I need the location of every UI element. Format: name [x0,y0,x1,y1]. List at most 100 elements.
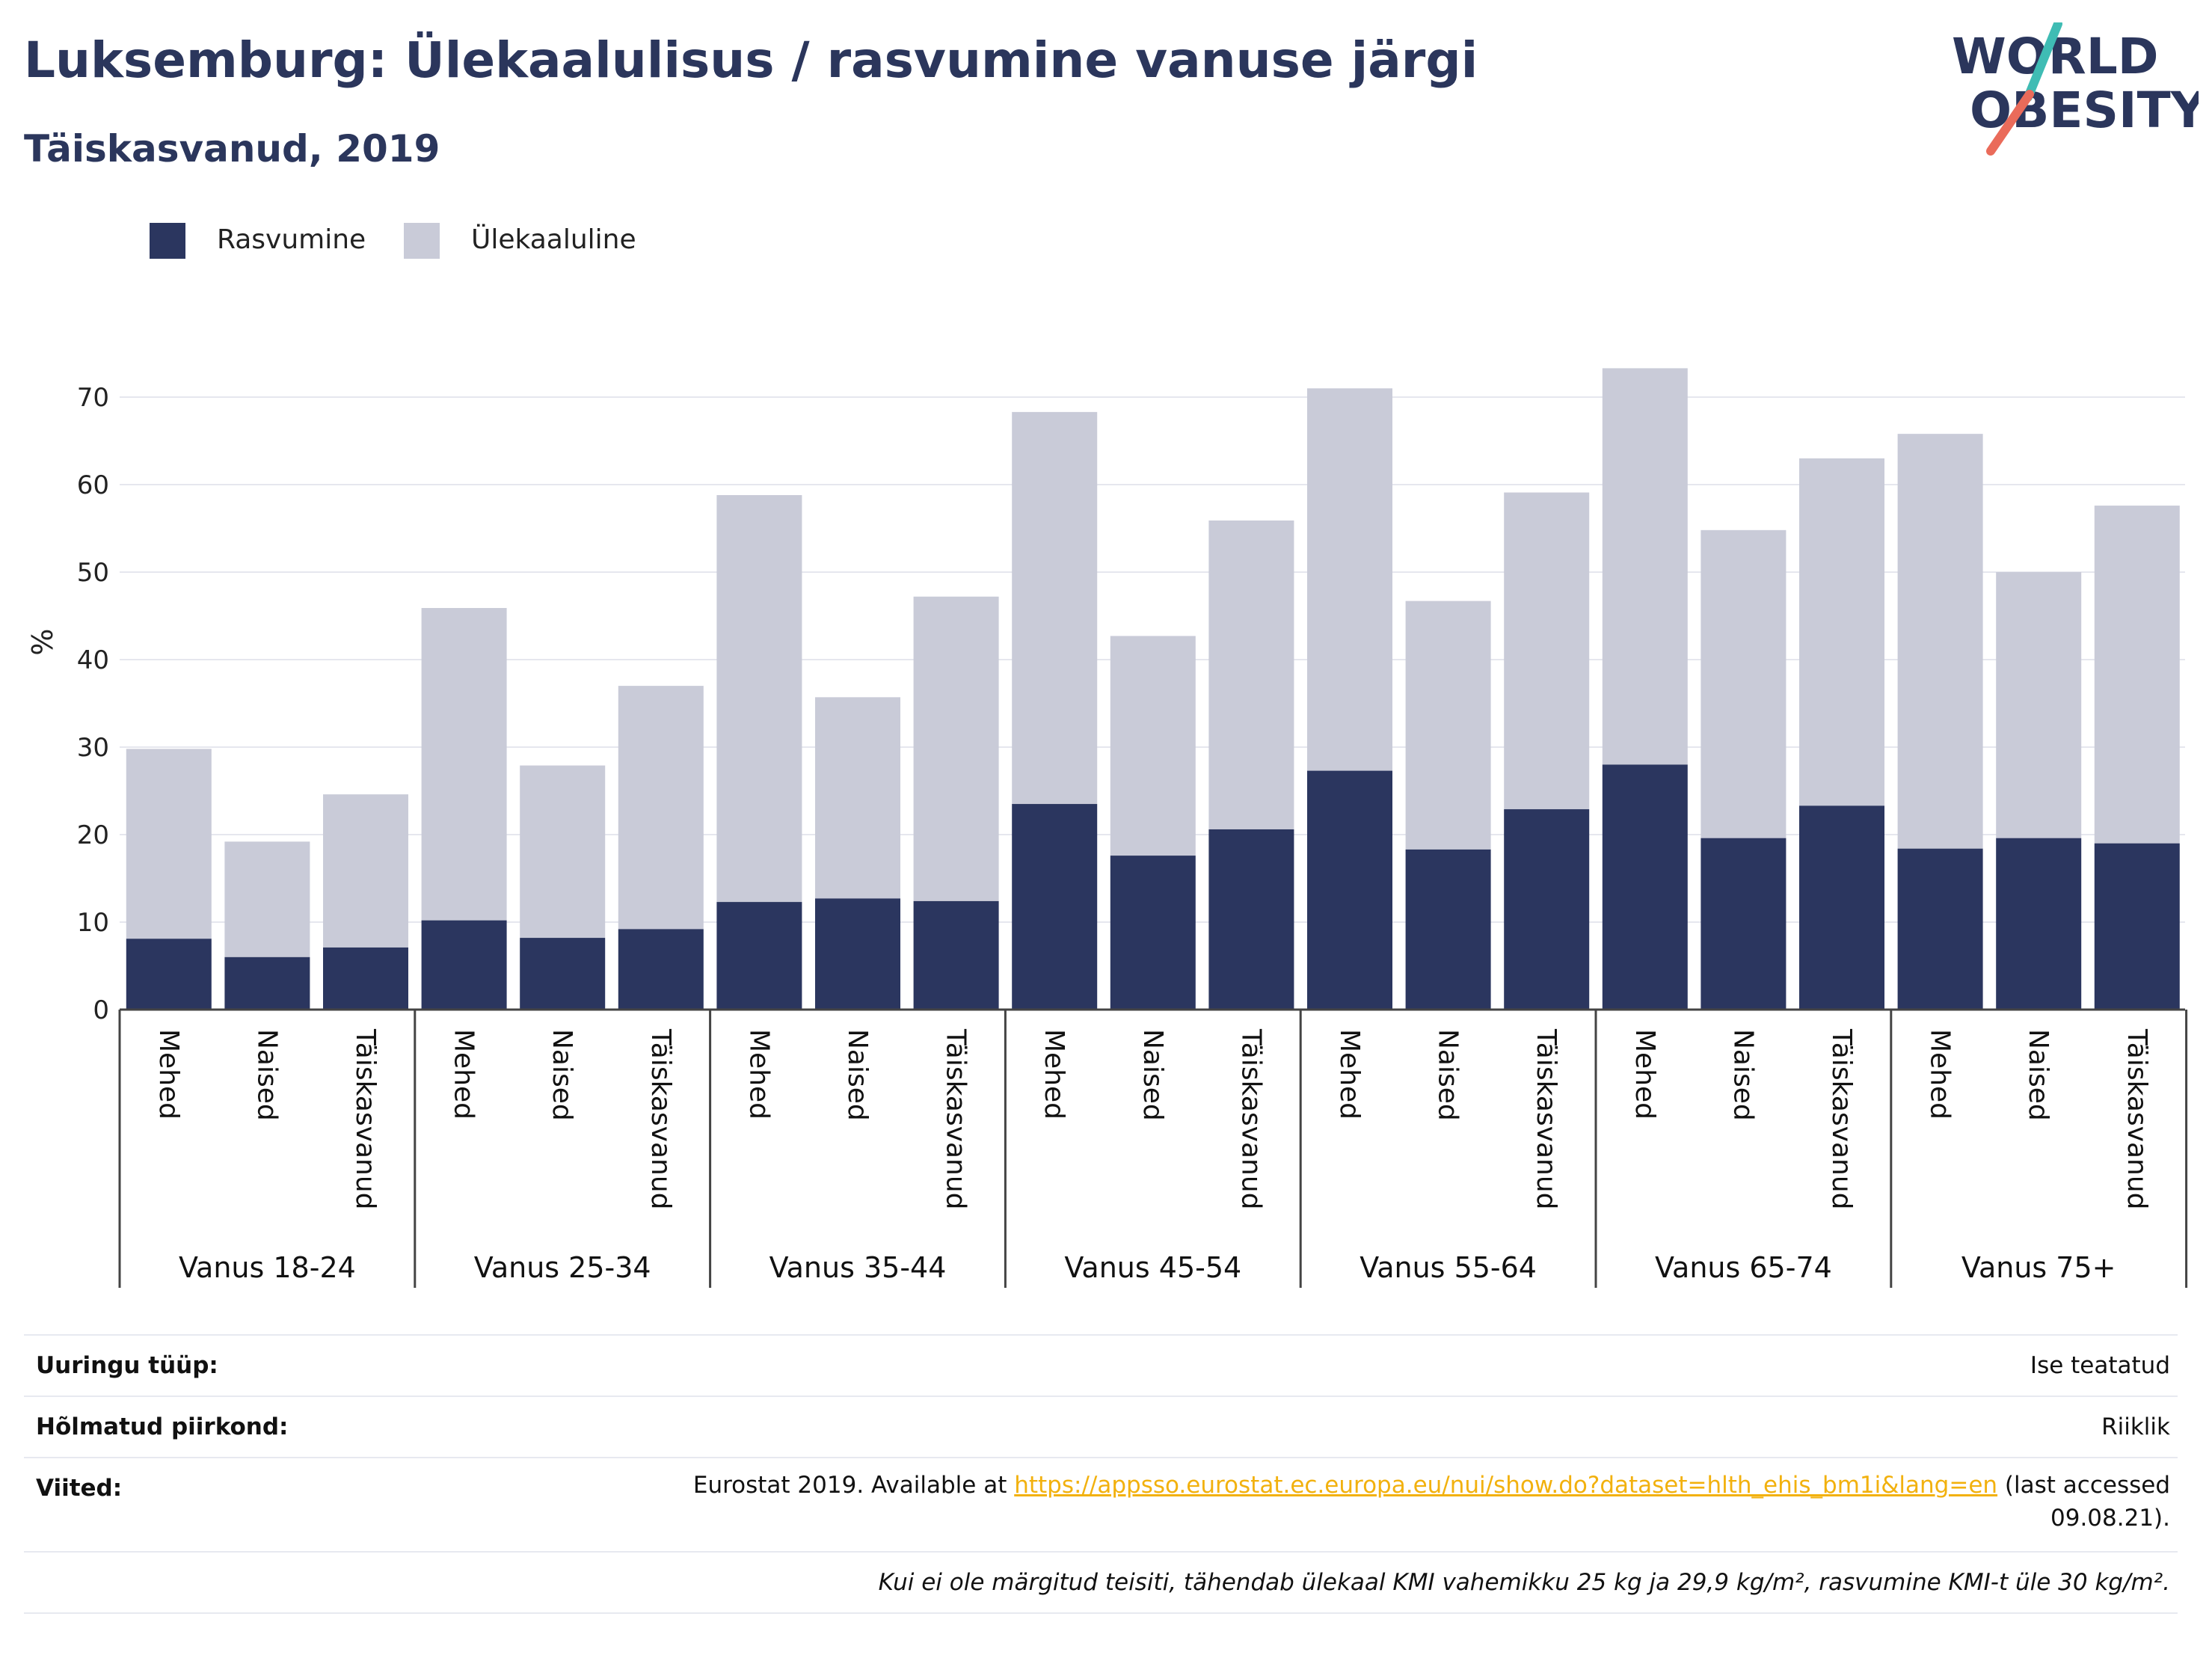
y-tick-label: 0 [93,995,109,1025]
x-tick-label: Naised [842,1029,873,1121]
bar-overweight[interactable] [1110,636,1196,856]
bar-obesity[interactable] [618,929,704,1010]
bar-overweight[interactable] [1208,520,1294,829]
bar-obesity[interactable] [1504,809,1590,1010]
x-tick-label: Täiskasvanud [941,1028,971,1210]
references-suffix: (last accessed [2004,1472,2170,1499]
references-label: Viited: [36,1475,123,1502]
bar-overweight[interactable] [1799,458,1884,806]
bar-obesity[interactable] [1012,804,1098,1010]
x-tick-label: Täiskasvanud [1826,1028,1857,1210]
x-tick-label: Mehed [1629,1029,1660,1120]
y-tick-label: 50 [77,558,109,588]
bar-overweight[interactable] [224,841,310,957]
bar-obesity[interactable] [716,902,802,1010]
bar-obesity[interactable] [913,900,999,1010]
x-tick-label: Naised [1727,1029,1758,1121]
bar-overweight[interactable] [126,749,212,939]
bar-obesity[interactable] [1405,849,1491,1010]
bar-obesity[interactable] [1897,848,1983,1010]
world-obesity-logo: WORLD OBESITY [1952,22,2199,156]
bar-obesity[interactable] [1799,805,1884,1010]
bar-obesity[interactable] [1307,770,1392,1010]
bar-obesity[interactable] [1602,764,1688,1010]
y-tick-label: 20 [77,820,109,850]
bar-obesity[interactable] [520,938,606,1010]
y-tick-label: 60 [77,470,109,500]
bar-obesity[interactable] [1701,838,1787,1010]
x-tick-label: Naised [547,1029,577,1121]
meta-row-survey-type: Uuringu tüüp: Ise teatatud [24,1334,2178,1395]
metadata-table: Uuringu tüüp: Ise teatatud Hõlmatud piir… [24,1334,2178,1614]
bar-overweight[interactable] [815,697,900,899]
group-label: Vanus 65-74 [1655,1251,1832,1284]
y-axis-label: % [26,629,59,656]
bar-obesity[interactable] [421,920,507,1010]
y-tick-label: 70 [77,383,109,413]
legend-label-overweight: Ülekaaluline [471,224,636,255]
y-tick-label: 40 [77,645,109,675]
group-label: Vanus 18-24 [179,1251,356,1284]
bar-overweight[interactable] [520,765,606,939]
bar-overweight[interactable] [1701,529,1787,838]
group-label: Vanus 55-64 [1360,1251,1537,1284]
bar-overweight[interactable] [323,794,408,948]
legend-swatch-obesity [150,223,185,259]
bar-obesity[interactable] [2094,843,2180,1010]
bar-overweight[interactable] [1996,572,2082,838]
bar-overweight[interactable] [1602,368,1688,765]
x-tick-label: Naised [1137,1029,1168,1121]
bar-obesity[interactable] [126,939,212,1010]
references-date: 09.08.21). [2050,1505,2170,1532]
x-tick-label: Mehed [153,1029,184,1120]
bar-overweight[interactable] [618,686,704,930]
x-tick-label: Täiskasvanud [1235,1028,1266,1210]
bar-overweight[interactable] [1504,492,1590,810]
references-value: Eurostat 2019. Available at https://apps… [693,1469,2170,1535]
x-tick-label: Mehed [449,1029,479,1120]
region-value: Riiklik [2101,1413,2170,1440]
bar-obesity[interactable] [323,947,408,1010]
x-tick-label: Mehed [1925,1029,1956,1120]
x-tick-label: Täiskasvanud [1531,1028,1561,1210]
bar-overweight[interactable] [913,596,999,901]
meta-row-region: Hõlmatud piirkond: Riiklik [24,1395,2178,1457]
bar-overweight[interactable] [1897,434,1983,849]
bar-obesity[interactable] [1110,856,1196,1010]
bar-overweight[interactable] [1012,411,1098,805]
x-tick-label: Täiskasvanud [350,1028,381,1210]
references-prefix: Eurostat 2019. Available at [692,1472,1007,1499]
logo-slash-teal [2024,22,2062,102]
x-tick-label: Mehed [1039,1029,1069,1120]
bar-overweight[interactable] [2094,506,2180,844]
y-tick-label: 30 [77,733,109,763]
bar-obesity[interactable] [815,898,900,1010]
legend-label-obesity: Rasvumine [217,224,366,255]
references-link[interactable]: https://appsso.eurostat.ec.europa.eu/nui… [1014,1472,1998,1499]
legend-swatch-overweight [404,223,440,259]
meta-row-references: Viited: Eurostat 2019. Available at http… [24,1457,2178,1551]
bar-overweight[interactable] [421,607,507,921]
bar-overweight[interactable] [1307,388,1392,771]
survey-type-value: Ise teatatud [2030,1352,2170,1379]
x-tick-label: Mehed [1334,1029,1365,1120]
group-label: Vanus 25-34 [474,1251,651,1284]
x-tick-label: Täiskasvanud [645,1028,676,1210]
x-tick-label: Naised [251,1029,282,1121]
bar-obesity[interactable] [1208,829,1294,1010]
x-tick-label: Naised [2023,1029,2053,1121]
chart-subtitle: Täiskasvanud, 2019 [24,127,440,171]
survey-type-label: Uuringu tüüp: [36,1352,218,1379]
group-label: Vanus 35-44 [769,1251,947,1284]
logo-slash-coral [1986,90,2034,156]
x-tick-label: Naised [1433,1029,1463,1121]
bar-chart: 0 10 20 30 40 50 60 70% Mehed Naised Täiskasvanud M… [26,368,2188,1288]
bar-obesity[interactable] [224,957,310,1010]
bar-overweight[interactable] [1405,601,1491,850]
y-tick-label: 10 [77,908,109,938]
bar-overweight[interactable] [716,495,802,903]
chart-title: Luksemburg: Ülekaalulisus / rasvumine va… [24,31,1478,89]
bar-obesity[interactable] [1996,838,2082,1010]
footnote: Kui ei ole märgitud teisiti, tähendab ül… [878,1569,2170,1596]
region-label: Hõlmatud piirkond: [36,1413,289,1440]
